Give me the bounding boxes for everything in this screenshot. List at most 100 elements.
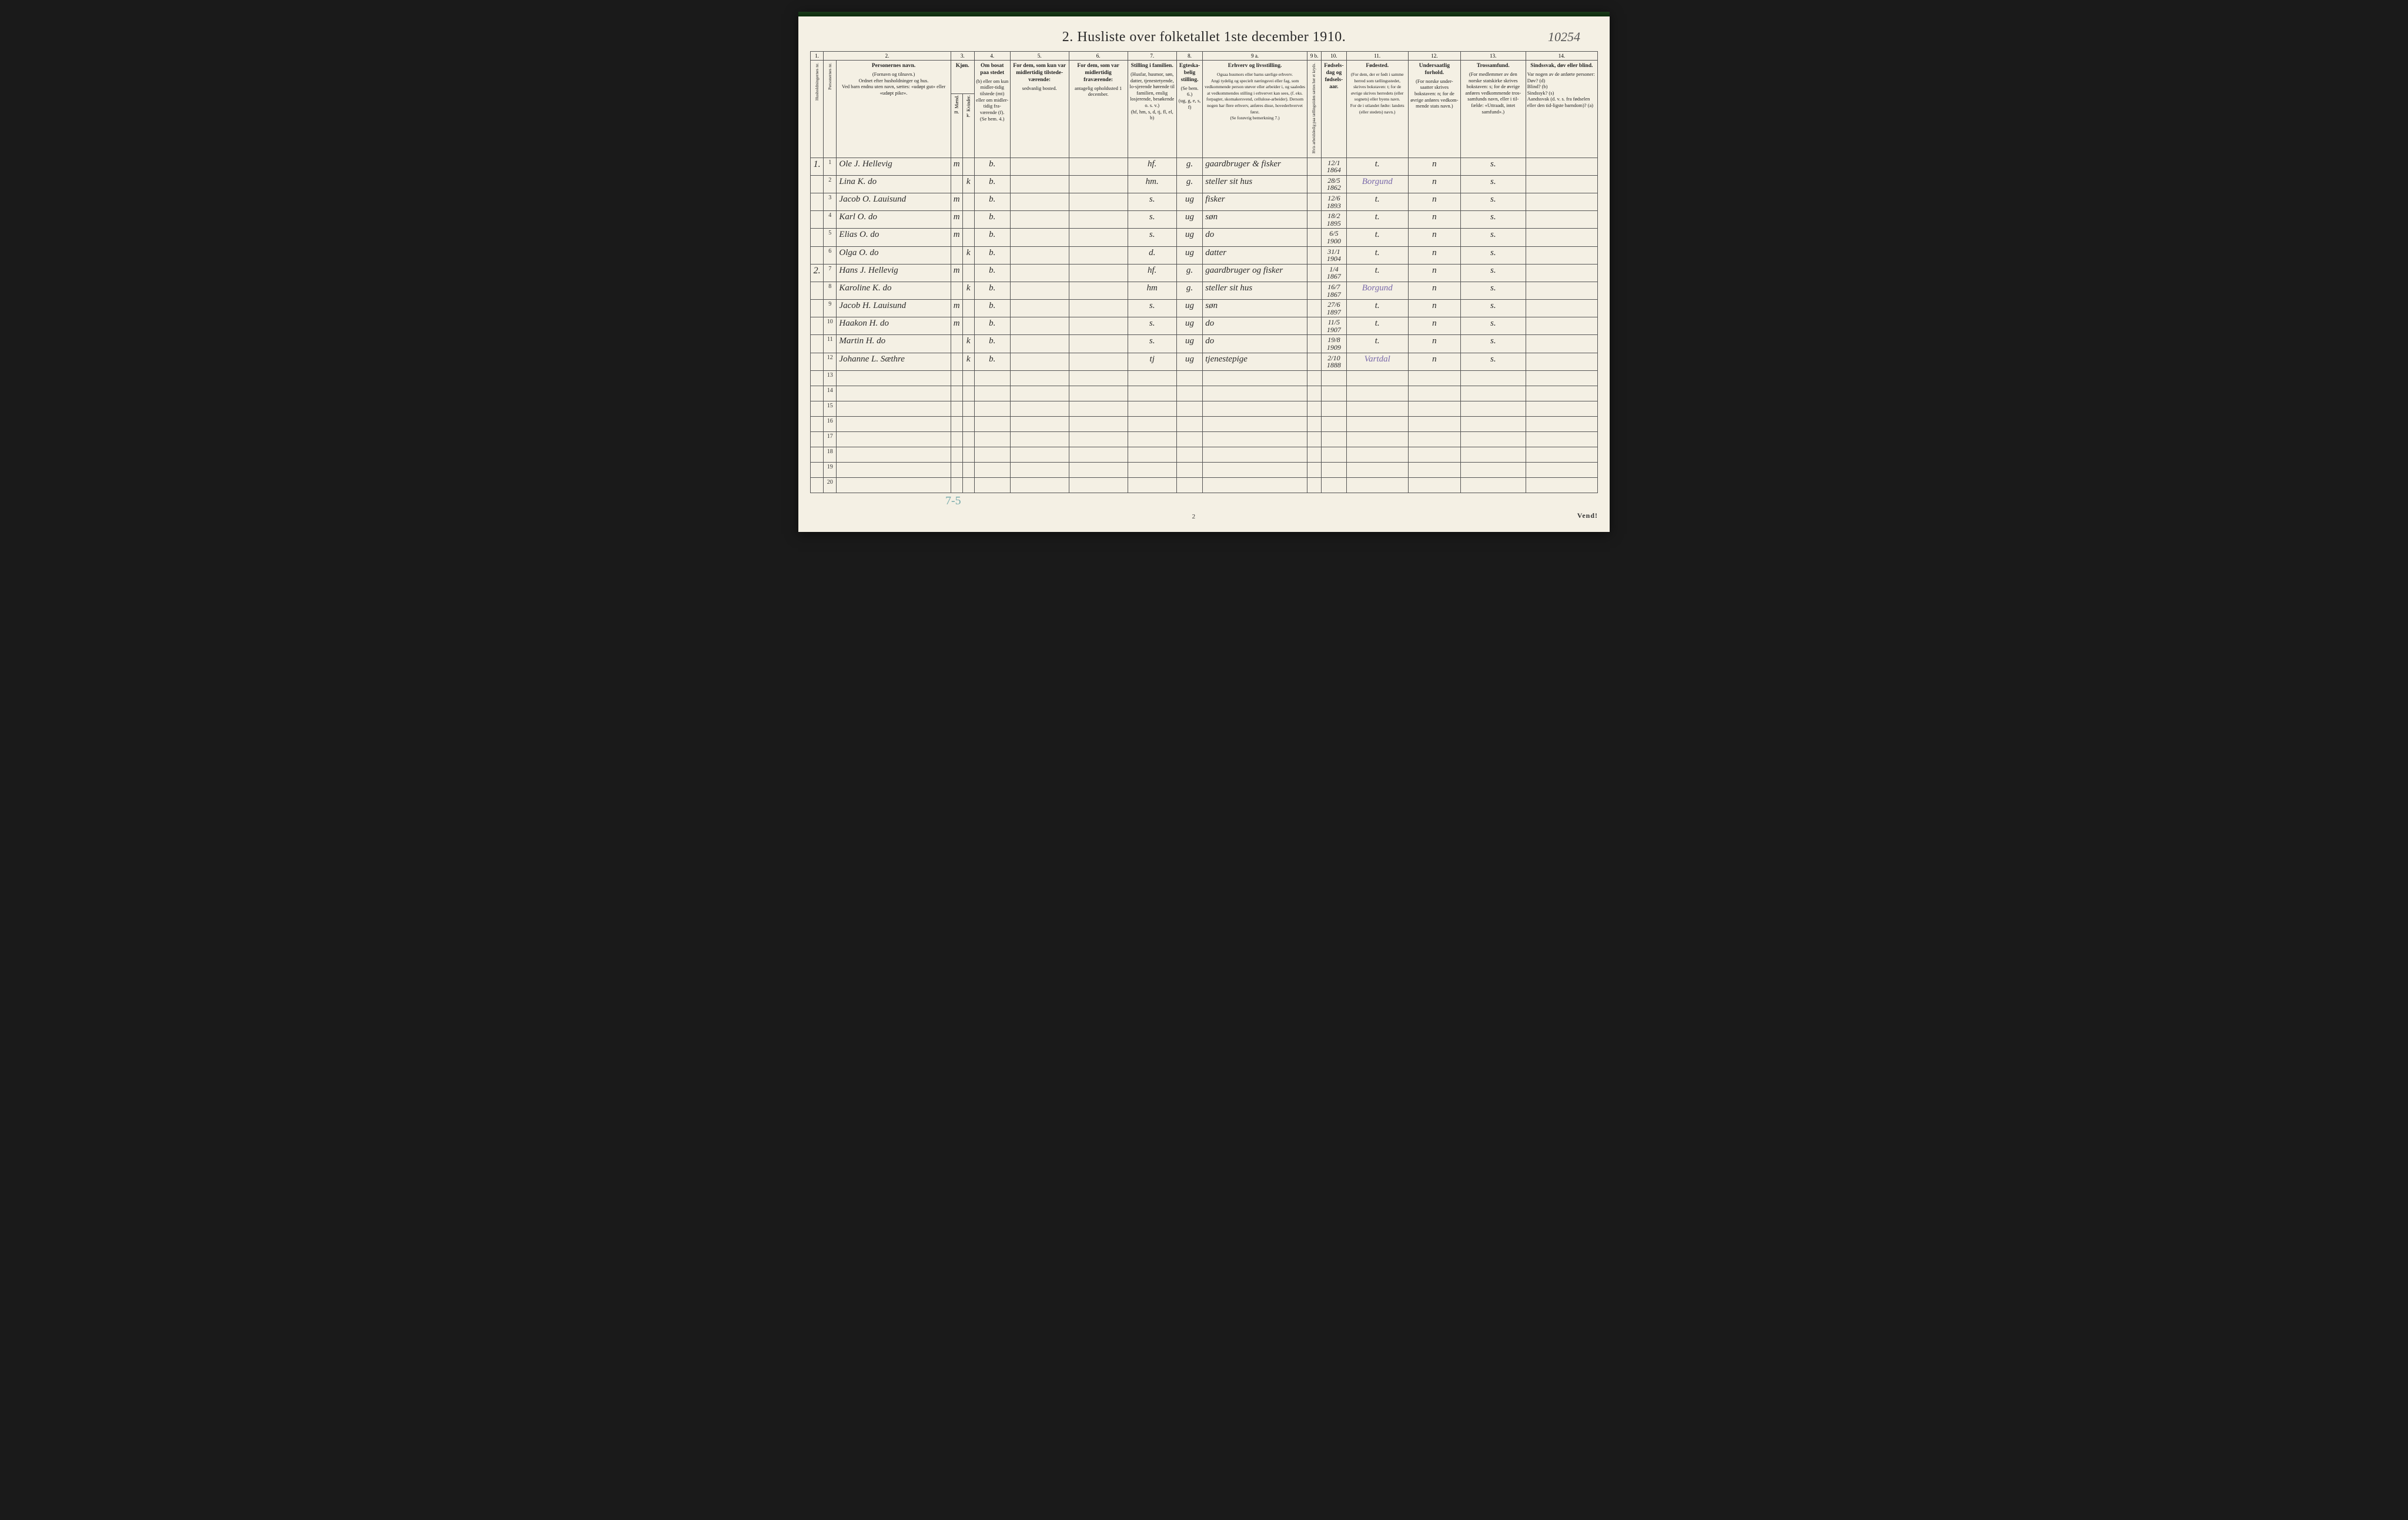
cell-occupation: do bbox=[1203, 317, 1307, 335]
cell-religion bbox=[1460, 416, 1526, 431]
cell-temp-absent bbox=[1069, 229, 1128, 246]
cell-birthplace: t. bbox=[1346, 264, 1408, 282]
cell-family-pos bbox=[1128, 401, 1176, 416]
cell-occupation bbox=[1203, 431, 1307, 447]
cell-sex-m: m bbox=[951, 158, 962, 175]
cell-unemployed bbox=[1307, 175, 1321, 193]
cell-residence bbox=[974, 431, 1010, 447]
cell-infirmity bbox=[1526, 447, 1597, 462]
cell-unemployed bbox=[1307, 386, 1321, 401]
cell-religion bbox=[1460, 386, 1526, 401]
cell-person-nr: 7 bbox=[824, 264, 837, 282]
cell-household bbox=[811, 300, 824, 317]
cell-birthplace bbox=[1346, 401, 1408, 416]
table-row: 15 bbox=[811, 401, 1598, 416]
cell-residence: b. bbox=[974, 335, 1010, 353]
cell-nationality: n bbox=[1408, 353, 1460, 370]
cell-birthdate bbox=[1322, 462, 1346, 477]
cell-sex-m bbox=[951, 462, 962, 477]
cell-residence: b. bbox=[974, 353, 1010, 370]
cell-temp-absent bbox=[1069, 246, 1128, 264]
cell-birthdate: 12/11864 bbox=[1322, 158, 1346, 175]
cell-nationality: n bbox=[1408, 335, 1460, 353]
cell-birthdate: 18/21895 bbox=[1322, 211, 1346, 229]
cell-temp-absent bbox=[1069, 386, 1128, 401]
cell-nationality: n bbox=[1408, 300, 1460, 317]
cell-temp-present bbox=[1010, 300, 1069, 317]
colnum: 4. bbox=[974, 52, 1010, 61]
cell-residence: b. bbox=[974, 211, 1010, 229]
table-row: 5Elias O. domb.s.ugdo6/51900t.ns. bbox=[811, 229, 1598, 246]
cell-sex-k: k bbox=[962, 353, 974, 370]
title-row: 2. Husliste over folketallet 1ste decemb… bbox=[810, 29, 1598, 45]
cell-unemployed bbox=[1307, 353, 1321, 370]
cell-birthplace: t. bbox=[1346, 246, 1408, 264]
cell-birthplace: Borgund bbox=[1346, 175, 1408, 193]
cell-household bbox=[811, 386, 824, 401]
census-table: 1. 2. 3. 4. 5. 6. 7. 8. 9 a. 9 b. 10. 11… bbox=[810, 51, 1598, 493]
cell-person-nr: 5 bbox=[824, 229, 837, 246]
cell-infirmity bbox=[1526, 462, 1597, 477]
cell-unemployed bbox=[1307, 401, 1321, 416]
colnum: 5. bbox=[1010, 52, 1069, 61]
cell-unemployed bbox=[1307, 416, 1321, 431]
cell-temp-absent bbox=[1069, 477, 1128, 493]
hdr-birthdate: Fødsels-dag og fødsels-aar. bbox=[1322, 61, 1346, 158]
table-row: 8Karoline K. dokb.hmg.steller sit hus16/… bbox=[811, 282, 1598, 299]
cell-person-nr: 3 bbox=[824, 193, 837, 210]
cell-sex-k bbox=[962, 431, 974, 447]
cell-sex-m: m bbox=[951, 229, 962, 246]
table-row: 17 bbox=[811, 431, 1598, 447]
cell-infirmity bbox=[1526, 317, 1597, 335]
cell-person-nr: 20 bbox=[824, 477, 837, 493]
cell-birthplace bbox=[1346, 462, 1408, 477]
cell-name: Karoline K. do bbox=[837, 282, 951, 299]
cell-religion: s. bbox=[1460, 300, 1526, 317]
cell-family-pos: s. bbox=[1128, 317, 1176, 335]
table-row: 4Karl O. domb.s.ugsøn18/21895t.ns. bbox=[811, 211, 1598, 229]
cell-temp-present bbox=[1010, 193, 1069, 210]
cell-infirmity bbox=[1526, 416, 1597, 431]
cell-household bbox=[811, 282, 824, 299]
cell-name: Martin H. do bbox=[837, 335, 951, 353]
cell-residence: b. bbox=[974, 300, 1010, 317]
cell-residence: b. bbox=[974, 282, 1010, 299]
cell-temp-absent bbox=[1069, 370, 1128, 386]
cell-sex-k bbox=[962, 158, 974, 175]
cell-nationality: n bbox=[1408, 246, 1460, 264]
cell-temp-present bbox=[1010, 353, 1069, 370]
cell-household bbox=[811, 193, 824, 210]
cell-sex-m bbox=[951, 353, 962, 370]
cell-name: Karl O. do bbox=[837, 211, 951, 229]
cell-residence bbox=[974, 416, 1010, 431]
cell-temp-present bbox=[1010, 317, 1069, 335]
cell-religion bbox=[1460, 431, 1526, 447]
cell-unemployed bbox=[1307, 462, 1321, 477]
cell-marital: ug bbox=[1176, 353, 1202, 370]
cell-nationality: n bbox=[1408, 193, 1460, 210]
cell-residence: b. bbox=[974, 193, 1010, 210]
cell-residence bbox=[974, 370, 1010, 386]
cell-unemployed bbox=[1307, 246, 1321, 264]
cell-occupation: do bbox=[1203, 229, 1307, 246]
cell-birthplace bbox=[1346, 416, 1408, 431]
hdr-birthplace: Fødested. (For dem, der er født i samme … bbox=[1346, 61, 1408, 158]
cell-infirmity bbox=[1526, 300, 1597, 317]
table-row: 2.7Hans J. Hellevigmb.hf.g.gaardbruger o… bbox=[811, 264, 1598, 282]
cell-nationality: n bbox=[1408, 282, 1460, 299]
cell-temp-present bbox=[1010, 386, 1069, 401]
cell-religion: s. bbox=[1460, 282, 1526, 299]
cell-residence: b. bbox=[974, 246, 1010, 264]
cell-religion: s. bbox=[1460, 317, 1526, 335]
cell-birthdate: 28/51862 bbox=[1322, 175, 1346, 193]
cell-infirmity bbox=[1526, 158, 1597, 175]
cell-infirmity bbox=[1526, 386, 1597, 401]
cell-sex-k bbox=[962, 229, 974, 246]
cell-sex-k: k bbox=[962, 175, 974, 193]
cell-nationality: n bbox=[1408, 211, 1460, 229]
hdr-name: Personernes navn. (Fornavn og tilnavn.) … bbox=[837, 61, 951, 158]
cell-sex-m: m bbox=[951, 193, 962, 210]
cell-sex-k bbox=[962, 416, 974, 431]
cell-sex-m bbox=[951, 401, 962, 416]
table-row: 14 bbox=[811, 386, 1598, 401]
